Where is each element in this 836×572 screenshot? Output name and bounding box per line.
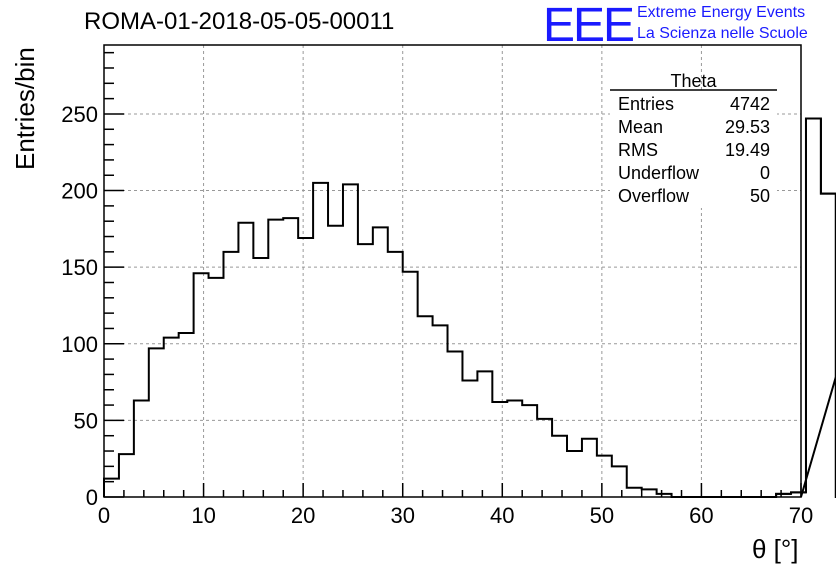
- histogram-overlay: [701, 117, 836, 498]
- histogram-bin: [582, 439, 597, 497]
- chart-title: ROMA-01-2018-05-05-00011: [84, 8, 395, 35]
- histogram-bin: [343, 184, 358, 497]
- logo-line-1: Extreme Energy Events: [637, 4, 806, 21]
- y-tick-label: 50: [74, 408, 98, 433]
- y-axis-label: Entries/bin: [10, 47, 40, 170]
- histogram-bin: [537, 419, 552, 497]
- histogram-bin: [358, 244, 373, 497]
- logo-line-2: La Scienza nelle Scuole: [637, 25, 808, 42]
- histogram-bin: [194, 273, 209, 497]
- x-tick-label: 10: [191, 503, 215, 528]
- x-tick-label: 60: [689, 503, 713, 528]
- x-tick-label: 20: [291, 503, 315, 528]
- histogram-bin: [522, 405, 537, 497]
- histogram-bin: [462, 381, 477, 497]
- stats-row-value: 0: [760, 163, 770, 183]
- histogram-bin: [238, 223, 253, 497]
- histogram-bin: [448, 351, 463, 497]
- stats-row-label: RMS: [618, 140, 658, 160]
- histogram-bin: [373, 227, 388, 497]
- histogram-bin: [821, 194, 836, 497]
- histogram-bin: [328, 226, 343, 497]
- stats-row-value: 50: [750, 186, 770, 206]
- histogram-bin: [149, 348, 164, 497]
- histogram-bin: [597, 456, 612, 497]
- histogram-bin: [164, 338, 179, 497]
- histogram-bin: [492, 402, 507, 497]
- logo-caption: Extreme Energy Events La Scienza nelle S…: [637, 2, 808, 44]
- y-tick-label: 150: [61, 255, 98, 280]
- x-tick-label: 40: [490, 503, 514, 528]
- histogram-bin: [134, 400, 149, 497]
- eee-logo: EEE: [543, 0, 635, 52]
- histogram-bin: [313, 183, 328, 497]
- x-tick-label: 70: [789, 503, 813, 528]
- y-tick-label: 100: [61, 332, 98, 357]
- stats-box-name: Theta: [670, 71, 717, 91]
- histogram-bin: [642, 489, 657, 497]
- histogram-outline-overlay: [701, 117, 836, 498]
- histogram-bin: [806, 119, 821, 497]
- histogram-bin: [612, 466, 627, 497]
- stats-row-label: Mean: [618, 117, 663, 137]
- histogram-bin: [268, 220, 283, 497]
- histogram-bin: [179, 333, 194, 497]
- stats-row-label: Entries: [618, 94, 674, 114]
- stats-row-label: Underflow: [618, 163, 700, 183]
- x-tick-label: 30: [390, 503, 414, 528]
- histogram-bin: [283, 218, 298, 497]
- stats-box-background: [610, 90, 777, 208]
- x-tick-label: 50: [590, 503, 614, 528]
- histogram-bin: [209, 278, 224, 497]
- x-tick-label: 0: [98, 503, 110, 528]
- histogram-bin: [567, 451, 582, 497]
- x-axis-label: θ [°]: [752, 534, 799, 564]
- histogram-bin: [507, 400, 522, 497]
- stats-row-value: 29.53: [725, 117, 770, 137]
- y-tick-label: 250: [61, 102, 98, 127]
- histogram-bin: [253, 258, 268, 497]
- histogram-bin: [433, 325, 448, 497]
- histogram-bin: [418, 316, 433, 497]
- stats-row-value: 4742: [730, 94, 770, 114]
- histogram-bin: [403, 272, 418, 497]
- histogram-bin: [223, 252, 238, 497]
- histogram-bin: [298, 238, 313, 497]
- stats-row-label: Overflow: [618, 186, 690, 206]
- stats-row-value: 19.49: [725, 140, 770, 160]
- y-tick-label: 200: [61, 179, 98, 204]
- histogram-bin: [627, 488, 642, 497]
- stats-box: Theta Entries 4742 Mean 29.53 RMS 19.49 Underfl…: [610, 71, 836, 498]
- axes: 0 10 20 30 40 50 60 70 0 50 100 150 200 250: [61, 44, 813, 528]
- plot-frame: [103, 44, 802, 498]
- histogram-bin: [388, 252, 403, 497]
- y-tick-label: 0: [86, 485, 98, 510]
- histogram-bin: [477, 371, 492, 497]
- histogram-bin: [119, 454, 134, 497]
- histogram-bin: [552, 436, 567, 497]
